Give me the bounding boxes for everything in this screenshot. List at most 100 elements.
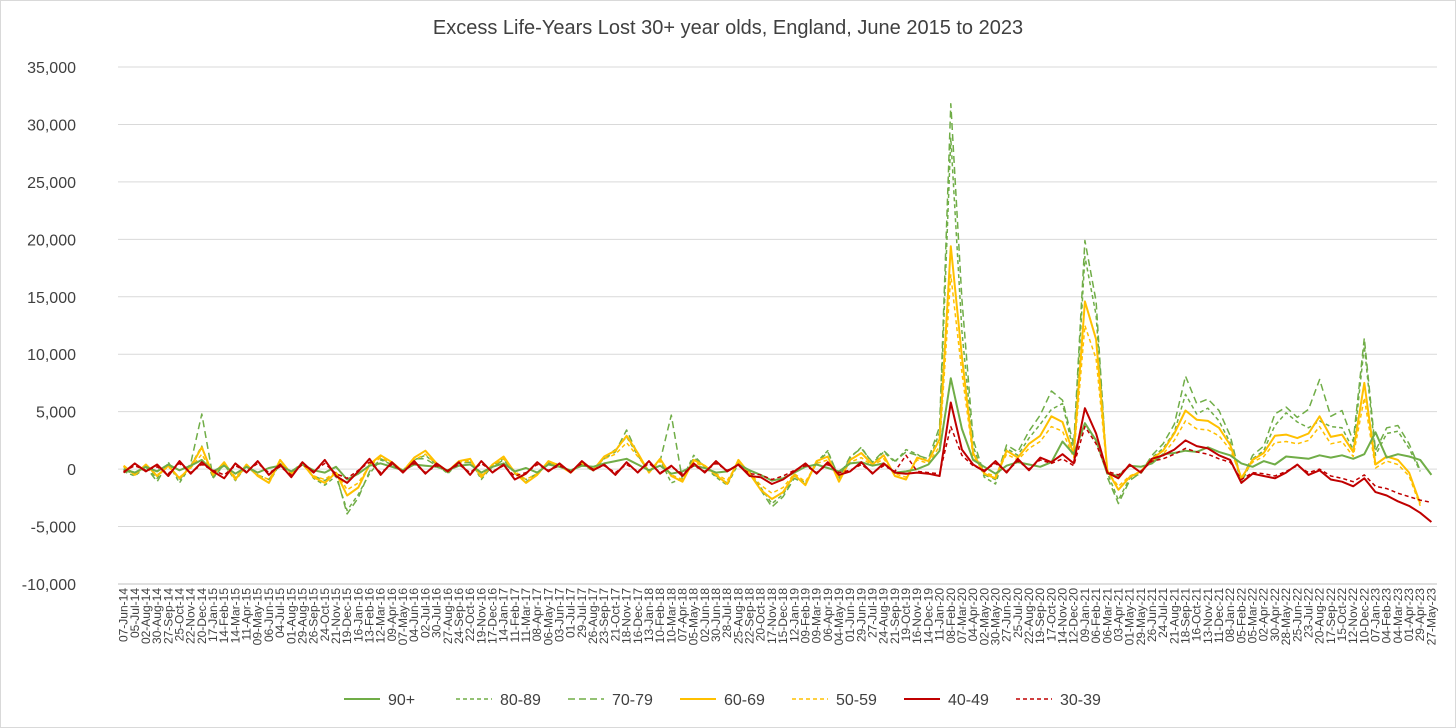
x-tick-label: 25-Jul-20 — [1011, 588, 1025, 638]
x-tick-label: 09-Mar-19 — [810, 588, 824, 644]
x-tick-label: 10-Feb-18 — [653, 588, 667, 644]
x-tick-label: 24-Oct-15 — [318, 588, 332, 642]
x-tick-label: 03-Apr-21 — [1111, 588, 1125, 642]
legend-label: 90+ — [388, 692, 415, 709]
x-tick-label: 17-Sep-22 — [1324, 588, 1338, 644]
legend-label: 40-49 — [948, 692, 989, 709]
x-tick-label: 09-Jan-21 — [1078, 588, 1092, 642]
x-tick-label: 17-Oct-20 — [1044, 588, 1058, 642]
series-line-60-69 — [122, 245, 1422, 504]
y-tick-label: 30,000 — [27, 117, 76, 134]
x-tick-label: 20-Oct-18 — [754, 588, 768, 642]
y-tick-label: 25,000 — [27, 175, 76, 192]
x-tick-label: 11-Jan-20 — [933, 588, 947, 641]
x-tick-label: 11-Dec-21 — [1212, 588, 1226, 643]
x-tick-label: 27-Sep-14 — [161, 588, 175, 644]
x-tick-label: 02-Apr-22 — [1257, 588, 1271, 642]
x-tick-label: 21-Nov-15 — [329, 588, 343, 644]
x-tick-label: 08-Feb-20 — [944, 588, 958, 644]
chart-title: Excess Life-Years Lost 30+ year olds, En… — [432, 17, 1024, 39]
x-tick-label: 25-Jun-22 — [1290, 588, 1304, 642]
x-tick-label: 29-Jun-19 — [854, 588, 868, 642]
x-tick-label: 17-Dec-16 — [485, 588, 499, 644]
x-tick-label: 30-Apr-22 — [1268, 588, 1282, 642]
legend-label: 70-79 — [612, 692, 653, 709]
x-tick-label: 30-Aug-14 — [150, 588, 164, 644]
legend-label: 80-89 — [500, 692, 541, 709]
y-tick-label: 35,000 — [27, 60, 76, 77]
x-tick-label: 11-Mar-17 — [519, 588, 533, 643]
x-tick-label: 05-Mar-22 — [1246, 588, 1260, 644]
x-tick-label: 01-May-21 — [1123, 588, 1137, 646]
y-tick-label: 10,000 — [27, 347, 76, 364]
y-tick-label: 15,000 — [27, 290, 76, 307]
x-tick-label: 12-Dec-20 — [1067, 588, 1081, 644]
x-tick-label: 01-Apr-23 — [1402, 588, 1416, 642]
x-tick-label: 30-Jun-18 — [709, 588, 723, 642]
x-tick-label: 04-Feb-23 — [1380, 588, 1394, 644]
series-line-90+ — [123, 377, 1433, 482]
x-tick-label: 04-Apr-20 — [966, 588, 980, 642]
x-tick-label: 12-Jan-19 — [787, 588, 801, 642]
x-tick-label: 17-Nov-18 — [765, 588, 779, 644]
x-tick-label: 12-Mar-16 — [374, 588, 388, 644]
x-tick-label: 22-Aug-20 — [1022, 588, 1036, 644]
x-tick-label: 20-Aug-22 — [1313, 588, 1327, 644]
x-tick-label: 09-May-15 — [251, 588, 265, 646]
x-tick-label: 10-Mar-18 — [664, 588, 678, 644]
x-tick-label: 29-Jul-17 — [575, 588, 589, 638]
x-tick-label: 22-Sep-18 — [743, 588, 757, 644]
x-tick-label: 04-May-19 — [832, 588, 846, 646]
x-tick-label: 13-Jan-18 — [642, 588, 656, 642]
x-tick-label: 25-Oct-14 — [172, 588, 186, 642]
series-line-40-49 — [122, 401, 1433, 523]
x-tick-label: 24-Jul-21 — [1156, 588, 1170, 638]
y-tick-label: -10,000 — [22, 577, 76, 594]
x-tick-label: 14-Feb-15 — [217, 588, 231, 644]
x-tick-label: 02-May-20 — [977, 588, 991, 646]
x-tick-label: 05-May-18 — [687, 588, 701, 646]
legend-label: 50-59 — [836, 692, 877, 709]
x-tick-label: 02-Jul-16 — [418, 588, 432, 638]
x-tick-label: 19-Oct-19 — [899, 588, 913, 642]
x-tick-label: 17-Jan-15 — [206, 588, 220, 642]
x-tick-label: 27-Jul-19 — [866, 588, 880, 638]
x-tick-label: 03-Jun-17 — [553, 588, 567, 642]
x-tick-label: 14-Dec-19 — [921, 588, 935, 644]
x-tick-label: 21-Aug-21 — [1167, 588, 1181, 644]
x-tick-label: 18-Sep-21 — [1178, 588, 1192, 644]
x-tick-label: 01-Jun-19 — [843, 588, 857, 642]
x-tick-label: 07-Jan-23 — [1369, 588, 1383, 642]
x-tick-label: 16-Oct-21 — [1190, 588, 1204, 642]
y-tick-label: 0 — [67, 462, 76, 479]
x-tick-label: 02-Jun-18 — [698, 588, 712, 642]
x-tick-label: 07-Jun-14 — [117, 588, 131, 642]
x-tick-label: 19-Dec-15 — [340, 588, 354, 644]
x-tick-label: 15-Dec-18 — [776, 588, 790, 644]
x-tick-label: 23-Sep-17 — [597, 588, 611, 644]
x-tick-label: 11-Apr-15 — [240, 588, 254, 641]
x-tick-label: 21-Sep-19 — [888, 588, 902, 644]
x-tick-label: 28-Jul-18 — [720, 588, 734, 638]
x-tick-label: 26-Aug-17 — [586, 588, 600, 644]
x-tick-label: 15-Oct-22 — [1335, 588, 1349, 642]
y-tick-label: -5,000 — [31, 520, 76, 537]
x-tick-label: 06-Mar-21 — [1100, 588, 1114, 644]
y-tick-label: 5,000 — [36, 405, 76, 422]
x-tick-label: 02-Aug-14 — [139, 588, 153, 644]
x-tick-label: 08-Jan-22 — [1223, 588, 1237, 642]
x-tick-label: 04-Jun-16 — [407, 588, 421, 642]
x-tick-label: 27-Jun-20 — [1000, 588, 1014, 642]
x-tick-label: 13-Nov-21 — [1201, 588, 1215, 644]
x-tick-label: 01-Jul-17 — [564, 588, 578, 638]
x-tick-label: 06-Apr-19 — [821, 588, 835, 642]
y-axis-ticks: -10,000 -5,000 0 5,000 10,000 15,000 20,000 25,… — [22, 60, 76, 594]
x-tick-label: 04-Jul-15 — [273, 588, 287, 638]
x-axis-ticks: 07-Jun-1405-Jul-1402-Aug-1430-Aug-1427-S… — [117, 583, 1438, 646]
x-tick-label: 26-Sep-15 — [307, 588, 321, 644]
legend: 90+ 80-89 70-79 60-69 50-59 40-49 30-39 — [344, 692, 1101, 709]
x-tick-label: 29-May-21 — [1134, 588, 1148, 646]
x-tick-label: 28-May-22 — [1279, 588, 1293, 646]
x-tick-label: 06-May-17 — [541, 588, 555, 646]
